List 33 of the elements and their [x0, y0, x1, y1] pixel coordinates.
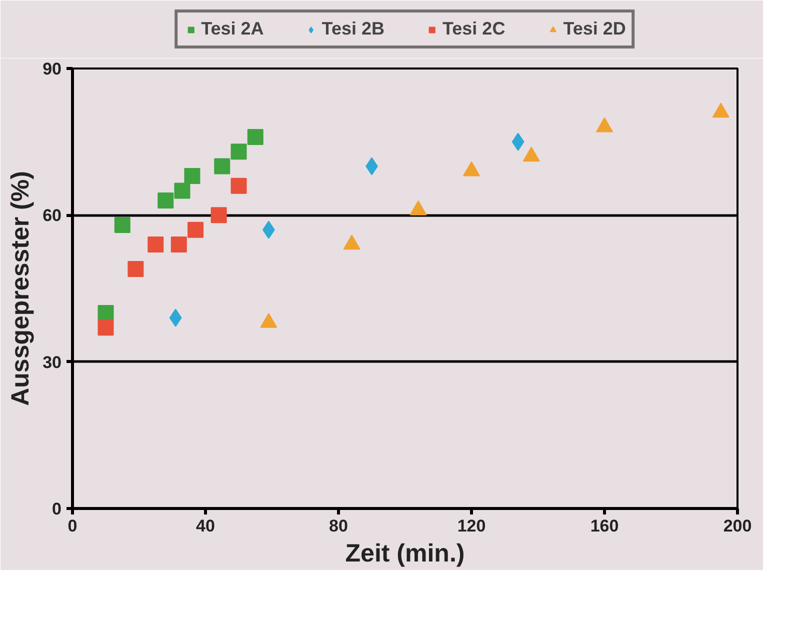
point — [128, 260, 144, 277]
point — [169, 308, 182, 327]
point — [184, 168, 200, 184]
x-tick-label: 40 — [196, 516, 215, 536]
point — [158, 192, 174, 208]
y-tick-label: 90 — [42, 60, 62, 78]
point — [148, 236, 164, 252]
x-axis-title: Zeit (min.) — [345, 540, 465, 568]
legend-label: Tesi 2C — [442, 18, 506, 40]
point — [98, 304, 114, 321]
legend-label: Tesi 2B — [322, 18, 384, 40]
point — [247, 128, 264, 145]
x-tick-label: 80 — [329, 516, 348, 536]
x-tick-label: 0 — [68, 516, 78, 536]
point — [214, 158, 230, 174]
point — [210, 207, 227, 224]
y-tick-label: 0 — [52, 500, 62, 518]
legend-label: Tesi 2D — [563, 18, 626, 40]
point — [114, 216, 130, 233]
point — [170, 236, 187, 252]
y-tick-label: 60 — [42, 206, 62, 226]
x-tick-label: 160 — [590, 516, 619, 536]
point — [174, 182, 190, 199]
y-axis-title: Aussgepresster (%) — [6, 171, 35, 406]
point — [230, 144, 247, 160]
legend-label: Tesi 2A — [201, 18, 264, 40]
point — [98, 320, 114, 336]
point — [230, 178, 247, 194]
point — [512, 132, 524, 151]
y-tick-label: 30 — [42, 352, 62, 372]
x-tick-label: 120 — [457, 516, 486, 536]
point — [188, 222, 204, 238]
x-tick-label: 200 — [723, 516, 752, 536]
